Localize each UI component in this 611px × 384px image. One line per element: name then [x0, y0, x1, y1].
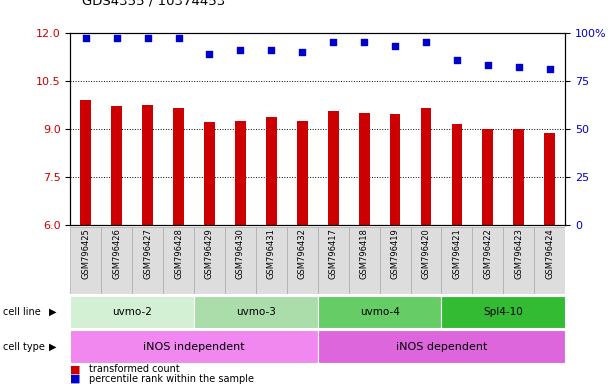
Bar [80, 100, 91, 225]
Bar [266, 118, 277, 225]
Text: ■: ■ [70, 364, 81, 374]
Text: GSM796424: GSM796424 [545, 228, 554, 279]
Text: uvmo-2: uvmo-2 [112, 307, 152, 317]
Text: ▶: ▶ [49, 307, 56, 317]
Text: GSM796423: GSM796423 [514, 228, 523, 280]
FancyBboxPatch shape [225, 227, 256, 294]
Text: Spl4-10: Spl4-10 [483, 307, 523, 317]
Bar [513, 129, 524, 225]
Text: percentile rank within the sample: percentile rank within the sample [89, 374, 254, 384]
FancyBboxPatch shape [318, 296, 442, 328]
FancyBboxPatch shape [349, 227, 379, 294]
Point [143, 35, 153, 41]
Text: GSM796425: GSM796425 [81, 228, 90, 279]
Bar [297, 121, 308, 225]
Text: GSM796428: GSM796428 [174, 228, 183, 280]
FancyBboxPatch shape [318, 227, 349, 294]
Text: iNOS dependent: iNOS dependent [396, 341, 487, 352]
Bar [204, 122, 215, 225]
FancyBboxPatch shape [503, 227, 534, 294]
Bar [420, 108, 431, 225]
Text: GSM796419: GSM796419 [390, 228, 400, 279]
FancyBboxPatch shape [318, 330, 565, 363]
Bar [142, 105, 153, 225]
Point [390, 43, 400, 49]
FancyBboxPatch shape [70, 296, 194, 328]
Text: iNOS independent: iNOS independent [143, 341, 245, 352]
Bar [173, 108, 184, 225]
Point [514, 64, 524, 70]
Text: GSM796431: GSM796431 [267, 228, 276, 280]
FancyBboxPatch shape [194, 227, 225, 294]
Text: ■: ■ [70, 374, 81, 384]
Point [235, 47, 245, 53]
Text: cell type: cell type [3, 341, 45, 352]
Text: GSM796429: GSM796429 [205, 228, 214, 279]
Text: GSM796420: GSM796420 [422, 228, 431, 279]
FancyBboxPatch shape [70, 227, 101, 294]
FancyBboxPatch shape [101, 227, 132, 294]
Point [328, 39, 338, 45]
Text: GSM796432: GSM796432 [298, 228, 307, 280]
FancyBboxPatch shape [163, 227, 194, 294]
FancyBboxPatch shape [442, 296, 565, 328]
Bar [235, 121, 246, 225]
Bar [390, 114, 400, 225]
FancyBboxPatch shape [379, 227, 411, 294]
FancyBboxPatch shape [194, 296, 318, 328]
Point [545, 66, 555, 72]
FancyBboxPatch shape [132, 227, 163, 294]
Point [483, 62, 492, 68]
FancyBboxPatch shape [472, 227, 503, 294]
Text: uvmo-3: uvmo-3 [236, 307, 276, 317]
Text: GSM796426: GSM796426 [112, 228, 121, 280]
Point [174, 35, 183, 41]
Bar [111, 106, 122, 225]
FancyBboxPatch shape [256, 227, 287, 294]
FancyBboxPatch shape [442, 227, 472, 294]
Bar [359, 113, 370, 225]
FancyBboxPatch shape [411, 227, 442, 294]
Point [266, 47, 276, 53]
Point [452, 56, 462, 63]
Point [81, 35, 90, 41]
FancyBboxPatch shape [287, 227, 318, 294]
Text: GSM796418: GSM796418 [360, 228, 368, 280]
Point [112, 35, 122, 41]
Point [421, 39, 431, 45]
Point [359, 39, 369, 45]
Text: GSM796427: GSM796427 [143, 228, 152, 280]
Text: GDS4355 / 10374453: GDS4355 / 10374453 [82, 0, 225, 8]
Bar [452, 124, 463, 225]
Text: ▶: ▶ [49, 341, 56, 352]
Text: GSM796430: GSM796430 [236, 228, 245, 280]
Bar [327, 111, 338, 225]
Point [298, 49, 307, 55]
Text: GSM796417: GSM796417 [329, 228, 338, 280]
Text: transformed count: transformed count [89, 364, 180, 374]
Bar [483, 129, 493, 225]
FancyBboxPatch shape [534, 227, 565, 294]
Text: GSM796421: GSM796421 [452, 228, 461, 279]
Bar [544, 134, 555, 225]
Point [205, 51, 214, 57]
Text: uvmo-4: uvmo-4 [360, 307, 400, 317]
Text: GSM796422: GSM796422 [483, 228, 492, 279]
Text: cell line: cell line [3, 307, 41, 317]
FancyBboxPatch shape [70, 330, 318, 363]
